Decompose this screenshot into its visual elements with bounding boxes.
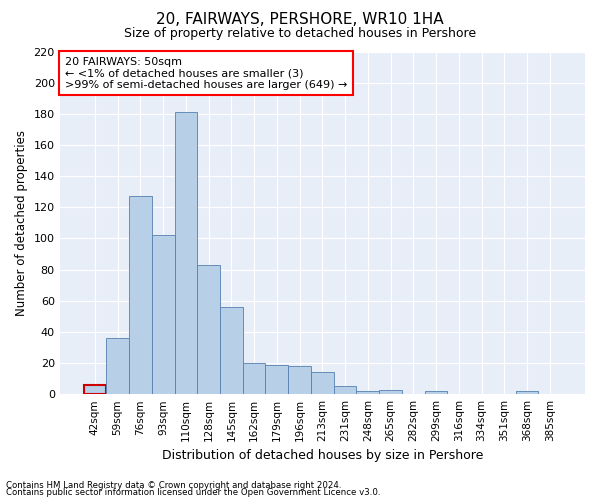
Bar	[356, 391, 379, 394]
Bar	[288, 366, 311, 394]
Bar	[515, 391, 538, 394]
Text: Contains public sector information licensed under the Open Government Licence v3: Contains public sector information licen…	[6, 488, 380, 497]
Bar	[152, 236, 175, 394]
X-axis label: Distribution of detached houses by size in Pershore: Distribution of detached houses by size …	[161, 450, 483, 462]
Bar	[265, 364, 288, 394]
Bar	[425, 391, 448, 394]
Bar	[243, 363, 265, 394]
Text: 20, FAIRWAYS, PERSHORE, WR10 1HA: 20, FAIRWAYS, PERSHORE, WR10 1HA	[156, 12, 444, 28]
Text: Size of property relative to detached houses in Pershore: Size of property relative to detached ho…	[124, 28, 476, 40]
Y-axis label: Number of detached properties: Number of detached properties	[15, 130, 28, 316]
Text: 20 FAIRWAYS: 50sqm
← <1% of detached houses are smaller (3)
>99% of semi-detache: 20 FAIRWAYS: 50sqm ← <1% of detached hou…	[65, 56, 347, 90]
Bar	[197, 265, 220, 394]
Bar	[334, 386, 356, 394]
Bar	[83, 385, 106, 394]
Bar	[220, 307, 243, 394]
Text: Contains HM Land Registry data © Crown copyright and database right 2024.: Contains HM Land Registry data © Crown c…	[6, 480, 341, 490]
Bar	[311, 372, 334, 394]
Bar	[129, 196, 152, 394]
Bar	[175, 112, 197, 394]
Bar	[106, 338, 129, 394]
Bar	[379, 390, 402, 394]
